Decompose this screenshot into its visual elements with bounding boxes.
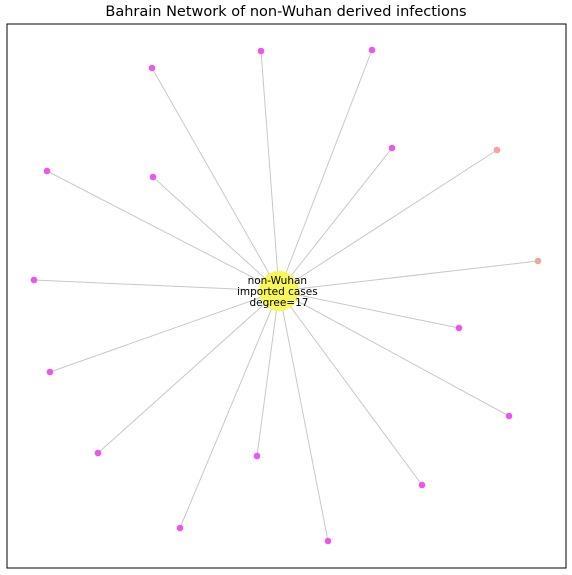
node-n9: [30, 276, 38, 284]
edge-n5: [278, 149, 498, 292]
node-n7: [149, 173, 157, 181]
edge-n12: [278, 290, 510, 417]
edge-n14: [256, 290, 280, 457]
leaf-nodes-group: [30, 46, 542, 545]
node-n6: [43, 167, 51, 175]
edge-n3: [151, 67, 280, 292]
node-n2: [368, 46, 376, 54]
node-n1: [257, 47, 265, 55]
hub-group: non-Wuhan imported cases degree=17: [237, 271, 321, 311]
edge-n4: [278, 147, 393, 292]
node-n14: [253, 452, 261, 460]
edge-n13: [97, 290, 280, 454]
edge-n15: [278, 290, 423, 486]
node-n13: [94, 449, 102, 457]
hub-label-line-2: imported cases: [237, 286, 318, 298]
hub-label-line-3: degree=17: [250, 297, 309, 309]
edge-n1: [260, 50, 280, 292]
node-n4: [388, 144, 396, 152]
hub-label: non-Wuhan imported cases degree=17: [237, 275, 321, 309]
plot-frame: [6, 23, 567, 569]
node-n11: [46, 368, 54, 376]
node-n8: [534, 257, 542, 265]
edge-n16: [179, 290, 280, 529]
node-n17: [324, 537, 332, 545]
node-n5: [493, 146, 501, 154]
edge-n10: [278, 290, 460, 329]
edge-n9: [33, 279, 280, 292]
chart-title: Bahrain Network of non-Wuhan derived inf…: [105, 4, 467, 20]
edge-n17: [278, 290, 329, 542]
node-n12: [505, 412, 513, 420]
edge-n2: [278, 49, 373, 292]
edge-n8: [278, 260, 539, 292]
edges-group: [33, 49, 539, 542]
edge-n11: [49, 290, 280, 373]
node-n16: [176, 524, 184, 532]
node-n10: [455, 324, 463, 332]
node-n15: [418, 481, 426, 489]
node-n3: [148, 64, 156, 72]
edge-n7: [152, 176, 280, 292]
edge-n6: [46, 170, 280, 292]
hub-node: [259, 271, 299, 311]
hub-label-line-1: non-Wuhan: [248, 275, 308, 287]
